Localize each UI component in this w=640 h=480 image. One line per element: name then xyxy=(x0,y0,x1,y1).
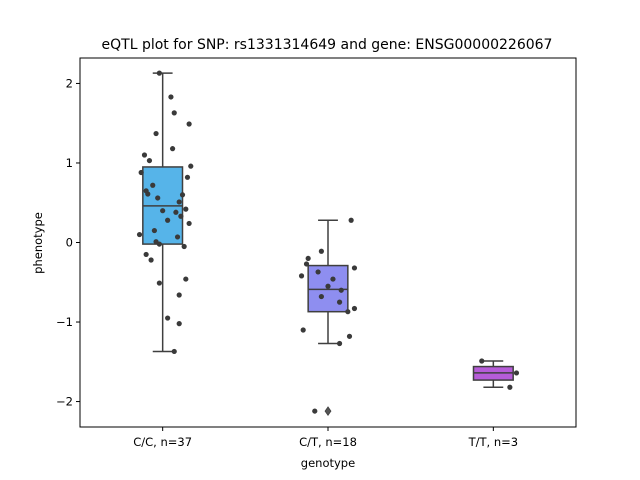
data-point xyxy=(479,358,485,364)
data-point xyxy=(312,408,318,414)
data-point xyxy=(169,146,176,152)
y-axis-label: phenotype xyxy=(31,212,45,274)
data-point xyxy=(336,299,343,305)
data-point xyxy=(184,174,191,180)
data-point xyxy=(176,292,182,298)
data-point xyxy=(160,208,166,214)
data-point xyxy=(336,340,343,347)
data-point xyxy=(174,234,181,240)
data-point xyxy=(156,280,162,286)
x-axis-label: genotype xyxy=(301,456,355,470)
data-point xyxy=(155,195,161,201)
data-point xyxy=(173,209,179,215)
data-point xyxy=(507,384,513,390)
data-point xyxy=(181,243,187,250)
chart-title: eQTL plot for SNP: rs1331314649 and gene… xyxy=(102,37,553,53)
data-point xyxy=(179,192,186,198)
data-point xyxy=(171,348,177,355)
data-point xyxy=(143,251,149,258)
data-point xyxy=(178,213,184,219)
data-point xyxy=(141,152,148,158)
data-point xyxy=(345,309,351,315)
data-point xyxy=(156,241,162,247)
y-tick-label: 0 xyxy=(66,236,73,250)
plot-frame xyxy=(79,57,577,428)
data-point xyxy=(186,220,192,227)
data-point xyxy=(348,217,354,223)
data-point xyxy=(318,248,324,254)
data-point xyxy=(176,321,182,327)
data-point xyxy=(325,283,331,289)
data-point xyxy=(330,276,336,282)
data-point xyxy=(351,265,358,271)
data-point xyxy=(156,70,162,76)
data-point xyxy=(146,157,153,164)
data-point xyxy=(148,257,154,263)
data-point xyxy=(151,227,157,234)
data-point xyxy=(351,305,358,312)
data-point xyxy=(315,269,321,275)
data-point xyxy=(188,163,194,169)
data-point xyxy=(165,315,171,321)
data-point xyxy=(305,255,311,262)
data-point xyxy=(186,121,192,127)
data-point xyxy=(346,333,353,339)
data-point xyxy=(138,169,144,176)
data-point xyxy=(150,182,156,188)
y-tick-label: −1 xyxy=(56,315,73,329)
y-tick-label: 2 xyxy=(66,76,73,90)
data-point xyxy=(513,370,520,376)
x-tick-label: C/T, n=18 xyxy=(299,435,357,449)
data-point xyxy=(300,327,306,333)
data-point xyxy=(183,276,189,282)
data-point xyxy=(183,206,189,212)
y-tick-label: −2 xyxy=(56,395,73,409)
data-point xyxy=(338,287,344,293)
plot-area: −2 −1 0 1 2 C/C, n=37 C/T, n=18 T/T, n=3 xyxy=(56,70,520,449)
outlier-point xyxy=(324,406,332,416)
y-tick-label: 1 xyxy=(66,156,73,170)
x-tick-label: C/C, n=37 xyxy=(133,435,192,449)
data-point xyxy=(171,110,177,116)
data-point xyxy=(176,199,182,205)
data-point xyxy=(136,231,143,238)
x-tick-label: T/T, n=3 xyxy=(468,435,518,449)
data-point xyxy=(168,94,174,100)
data-point xyxy=(298,273,305,279)
data-point xyxy=(303,261,310,267)
data-point xyxy=(318,293,324,300)
data-point xyxy=(153,130,159,137)
data-point xyxy=(165,217,171,223)
data-point xyxy=(145,191,151,197)
